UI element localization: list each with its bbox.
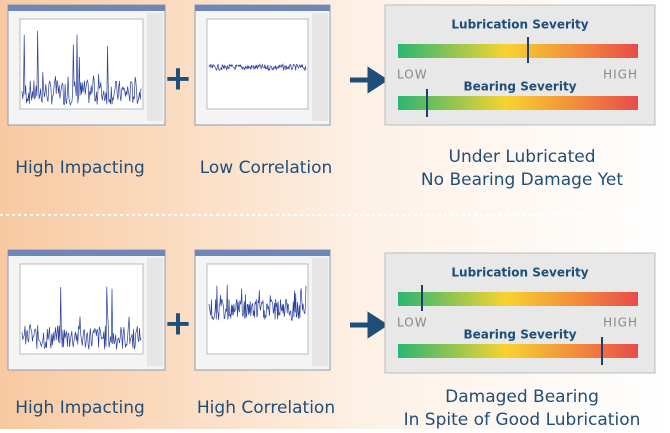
waveform: [21, 30, 142, 107]
plus-sign: +: [164, 59, 193, 99]
screenshot-titlebar: [8, 5, 165, 11]
severity-bar: [398, 96, 638, 110]
screenshot-titlebar: [195, 250, 330, 256]
result-label: No Bearing Damage Yet: [421, 170, 623, 190]
low-label: LOW: [397, 68, 428, 82]
result-label: Under Lubricated: [449, 147, 596, 167]
high-label: HIGH: [603, 316, 638, 330]
screenshot-titlebar: [8, 250, 165, 256]
severity-bar: [398, 344, 638, 358]
screenshot-toolbar: [147, 13, 163, 121]
result-label: In Spite of Good Lubrication: [404, 410, 641, 429]
signal-label: High Impacting: [15, 398, 145, 418]
severity-bar: [398, 44, 638, 58]
plus-sign: +: [164, 304, 193, 344]
screenshot-toolbar: [312, 258, 328, 366]
high-label: HIGH: [603, 68, 638, 82]
waveform: [208, 63, 307, 72]
signal-label: High Impacting: [15, 158, 145, 178]
plot-area: [206, 18, 309, 110]
result-label: Damaged Bearing: [445, 387, 599, 407]
low-label: LOW: [397, 316, 428, 330]
waveform: [208, 284, 307, 322]
screenshot-toolbar: [147, 258, 163, 366]
gauge-title: Lubrication Severity: [451, 266, 588, 280]
waveform: [21, 286, 142, 350]
arrow: [350, 311, 389, 339]
gauge-title: Lubrication Severity: [451, 18, 588, 32]
gauge-title: Bearing Severity: [463, 80, 576, 94]
correlation-label: Low Correlation: [200, 158, 333, 178]
screenshot-toolbar: [312, 13, 328, 121]
correlation-label: High Correlation: [197, 398, 335, 418]
severity-bar: [398, 292, 638, 306]
screenshot-titlebar: [195, 5, 330, 11]
gauge-title: Bearing Severity: [463, 328, 576, 342]
arrow: [350, 66, 389, 94]
